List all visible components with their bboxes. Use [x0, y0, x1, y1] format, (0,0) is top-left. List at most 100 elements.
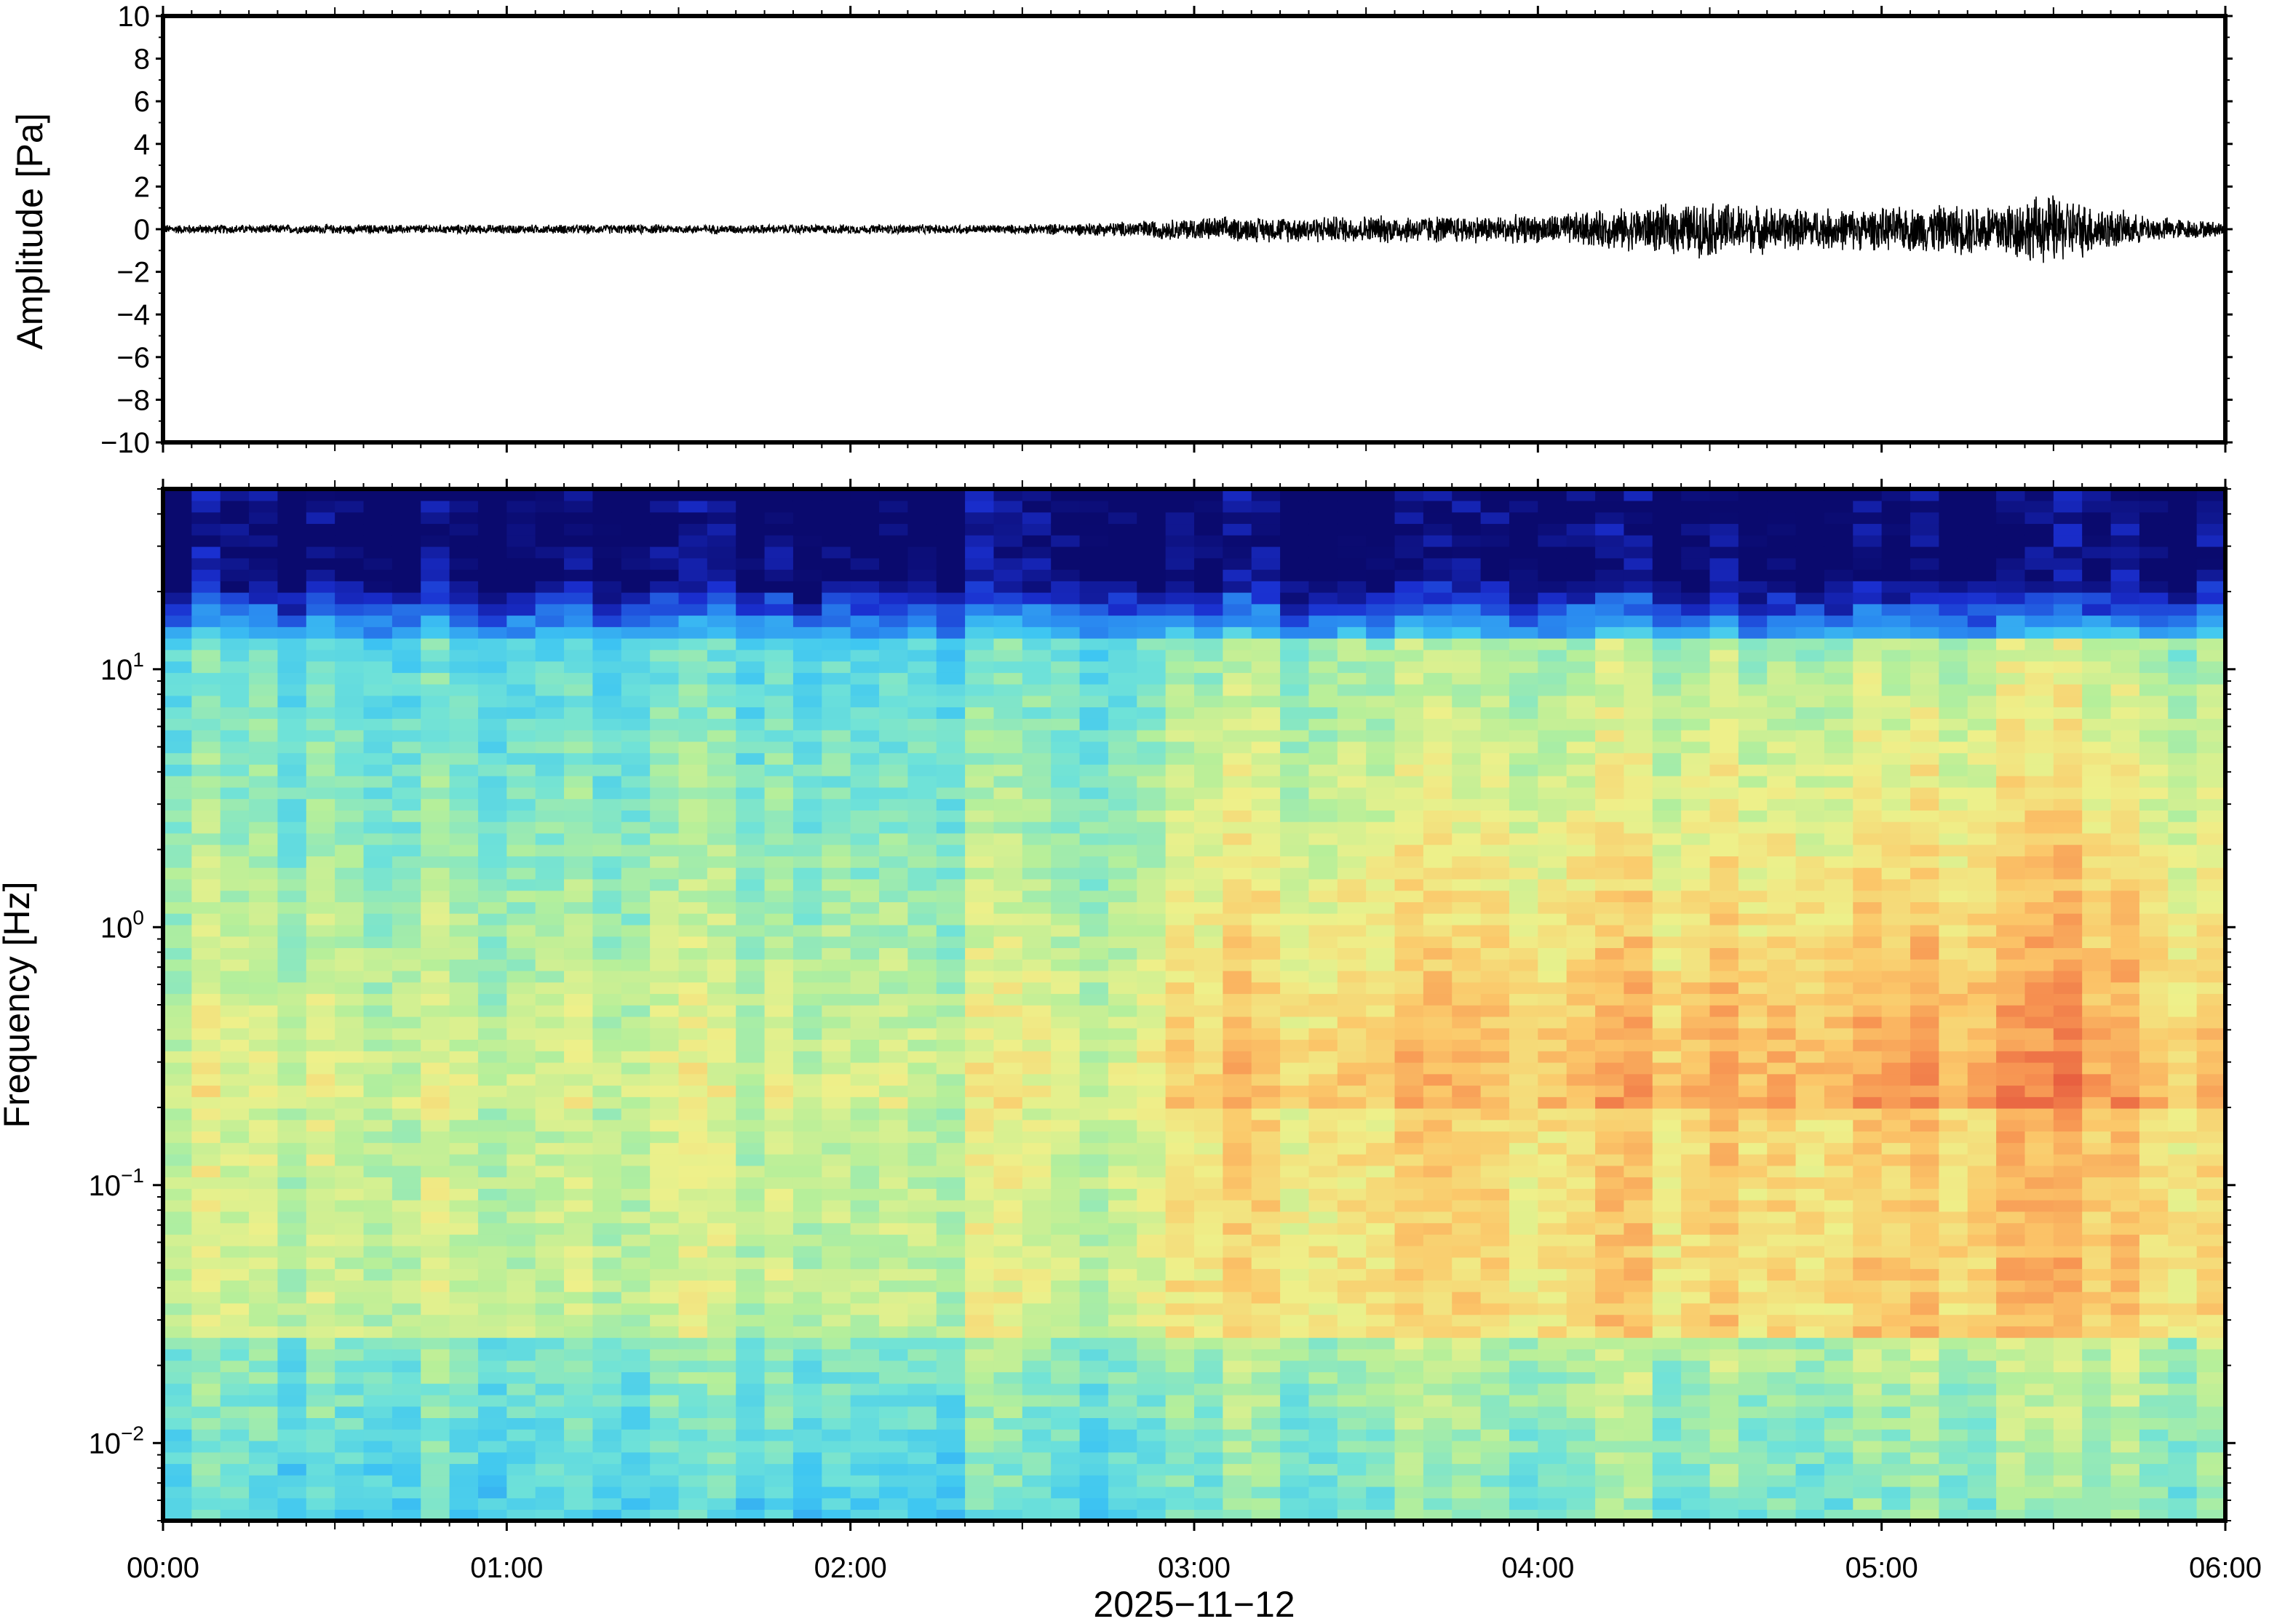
spectrogram-cell — [1308, 1142, 1338, 1155]
spectrogram-cell — [1137, 718, 1167, 731]
spectrogram-cell — [535, 890, 565, 902]
spectrogram-cell — [1423, 844, 1453, 856]
spectrogram-cell — [163, 729, 193, 742]
spectrogram-cell — [1308, 1452, 1338, 1465]
spectrogram-cell — [592, 982, 622, 995]
spectrogram-cell — [965, 1417, 995, 1430]
spectrogram-cell — [1194, 1486, 1224, 1499]
spectrogram-cell — [736, 1280, 766, 1292]
spectrogram-cell — [965, 1486, 995, 1499]
spectrogram-cell — [764, 741, 794, 754]
spectrogram-cell — [1280, 512, 1310, 525]
spectrogram-cell — [1538, 1440, 1567, 1453]
spectrogram-cell — [1051, 581, 1081, 593]
spectrogram-cell — [822, 592, 851, 605]
spectrogram-cell — [1022, 878, 1052, 891]
spectrogram-cell — [822, 615, 851, 627]
spectrogram-cell — [650, 821, 680, 834]
spectrogram-cell — [535, 592, 565, 605]
spectrogram-cell — [1051, 1302, 1081, 1315]
spectrogram-cell — [764, 821, 794, 834]
spectrogram-cell — [1165, 787, 1195, 800]
spectrogram-cell — [1366, 683, 1396, 696]
spectrogram-cell — [249, 1497, 279, 1510]
spectrogram-cell — [506, 1107, 536, 1121]
spectrogram-cell — [678, 1211, 708, 1224]
spectrogram-cell — [277, 695, 307, 708]
spectrogram-cell — [736, 787, 766, 800]
spectrogram-cell — [506, 878, 536, 891]
spectrogram-cell — [736, 1085, 766, 1097]
spectrogram-cell — [220, 626, 250, 639]
spectrogram-cell — [1308, 637, 1338, 650]
spectrogram-cell — [1165, 890, 1195, 902]
spectrogram-cell — [1652, 1360, 1682, 1372]
spectrogram-cell — [421, 535, 450, 547]
spectrogram-cell — [1423, 637, 1453, 650]
spectrogram-cell — [535, 1165, 565, 1178]
spectrogram-cell — [421, 1177, 450, 1189]
spectrogram-cell — [1394, 1211, 1424, 1224]
spectrogram-cell — [792, 936, 823, 949]
spectrogram-cell — [1337, 821, 1367, 834]
spectrogram-cell — [1480, 1314, 1510, 1326]
spectrogram-cell — [1394, 1326, 1424, 1338]
spectrogram-cell — [249, 1177, 279, 1189]
spectrogram-cell — [1624, 1005, 1653, 1017]
spectrogram-cell — [1366, 489, 1396, 501]
spectrogram-cell — [335, 1509, 365, 1521]
spectrogram-cell — [879, 535, 909, 547]
spectrogram-cell — [1652, 1211, 1682, 1224]
spectrogram-cell — [1480, 1291, 1510, 1304]
spectrogram-cell — [1051, 626, 1081, 639]
spectrogram-cell — [936, 1131, 966, 1143]
spectrogram-cell — [191, 683, 221, 696]
spectrogram-cell — [220, 1027, 250, 1040]
spectrogram-cell — [1624, 1234, 1653, 1246]
spectrogram-cell — [163, 1406, 193, 1418]
spectrogram-cell — [792, 535, 823, 547]
spectrogram-cell — [1624, 592, 1653, 605]
spectrogram-cell — [850, 1005, 880, 1017]
spectrogram-cell — [564, 741, 594, 754]
spectrogram-cell — [822, 1314, 851, 1326]
spectrogram-cell — [1652, 592, 1682, 605]
spectrogram-cell — [850, 1497, 880, 1510]
spectrogram-cell — [1051, 637, 1081, 650]
spectrogram-cell — [1452, 672, 1482, 685]
spectrogram-cell — [850, 1326, 880, 1338]
spectrogram-cell — [736, 958, 766, 971]
spectrogram-cell — [1280, 856, 1310, 868]
spectrogram-cell — [678, 661, 708, 673]
spectrogram-cell — [1280, 718, 1310, 731]
spectrogram-cell — [1165, 1291, 1195, 1304]
spectrogram-cell — [1137, 1222, 1167, 1235]
spectrogram-cell — [1308, 741, 1338, 754]
spectrogram-cell — [736, 672, 766, 685]
spectrogram-cell — [277, 1337, 307, 1350]
spectrogram-cell — [392, 844, 422, 856]
spectrogram-cell — [1194, 787, 1224, 800]
spectrogram-cell — [535, 581, 565, 593]
spectrogram-cell — [1452, 603, 1482, 616]
spectrogram-cell — [1022, 1417, 1052, 1430]
spectrogram-cell — [1137, 523, 1167, 536]
spectrogram-cell — [1223, 1016, 1252, 1029]
spectrogram-cell — [1452, 1360, 1482, 1372]
spectrogram-cell — [1480, 821, 1510, 834]
spectrogram-cell — [1194, 649, 1224, 662]
spectrogram-cell — [1165, 1337, 1195, 1350]
spectrogram-cell — [392, 718, 422, 731]
spectrogram-cell — [1452, 546, 1482, 559]
spectrogram-cell — [1079, 557, 1109, 570]
spectrogram-cell — [1394, 901, 1424, 914]
spectrogram-cell — [650, 982, 680, 995]
spectrogram-cell — [1624, 1382, 1653, 1396]
spectrogram-cell — [879, 626, 909, 639]
spectrogram-cell — [1652, 890, 1682, 902]
spectrogram-cell — [678, 924, 708, 937]
spectrogram-cell — [535, 500, 565, 513]
spectrogram-cell — [592, 1509, 622, 1521]
spectrogram-cell — [1137, 1211, 1167, 1224]
spectrogram-cell — [678, 718, 708, 731]
